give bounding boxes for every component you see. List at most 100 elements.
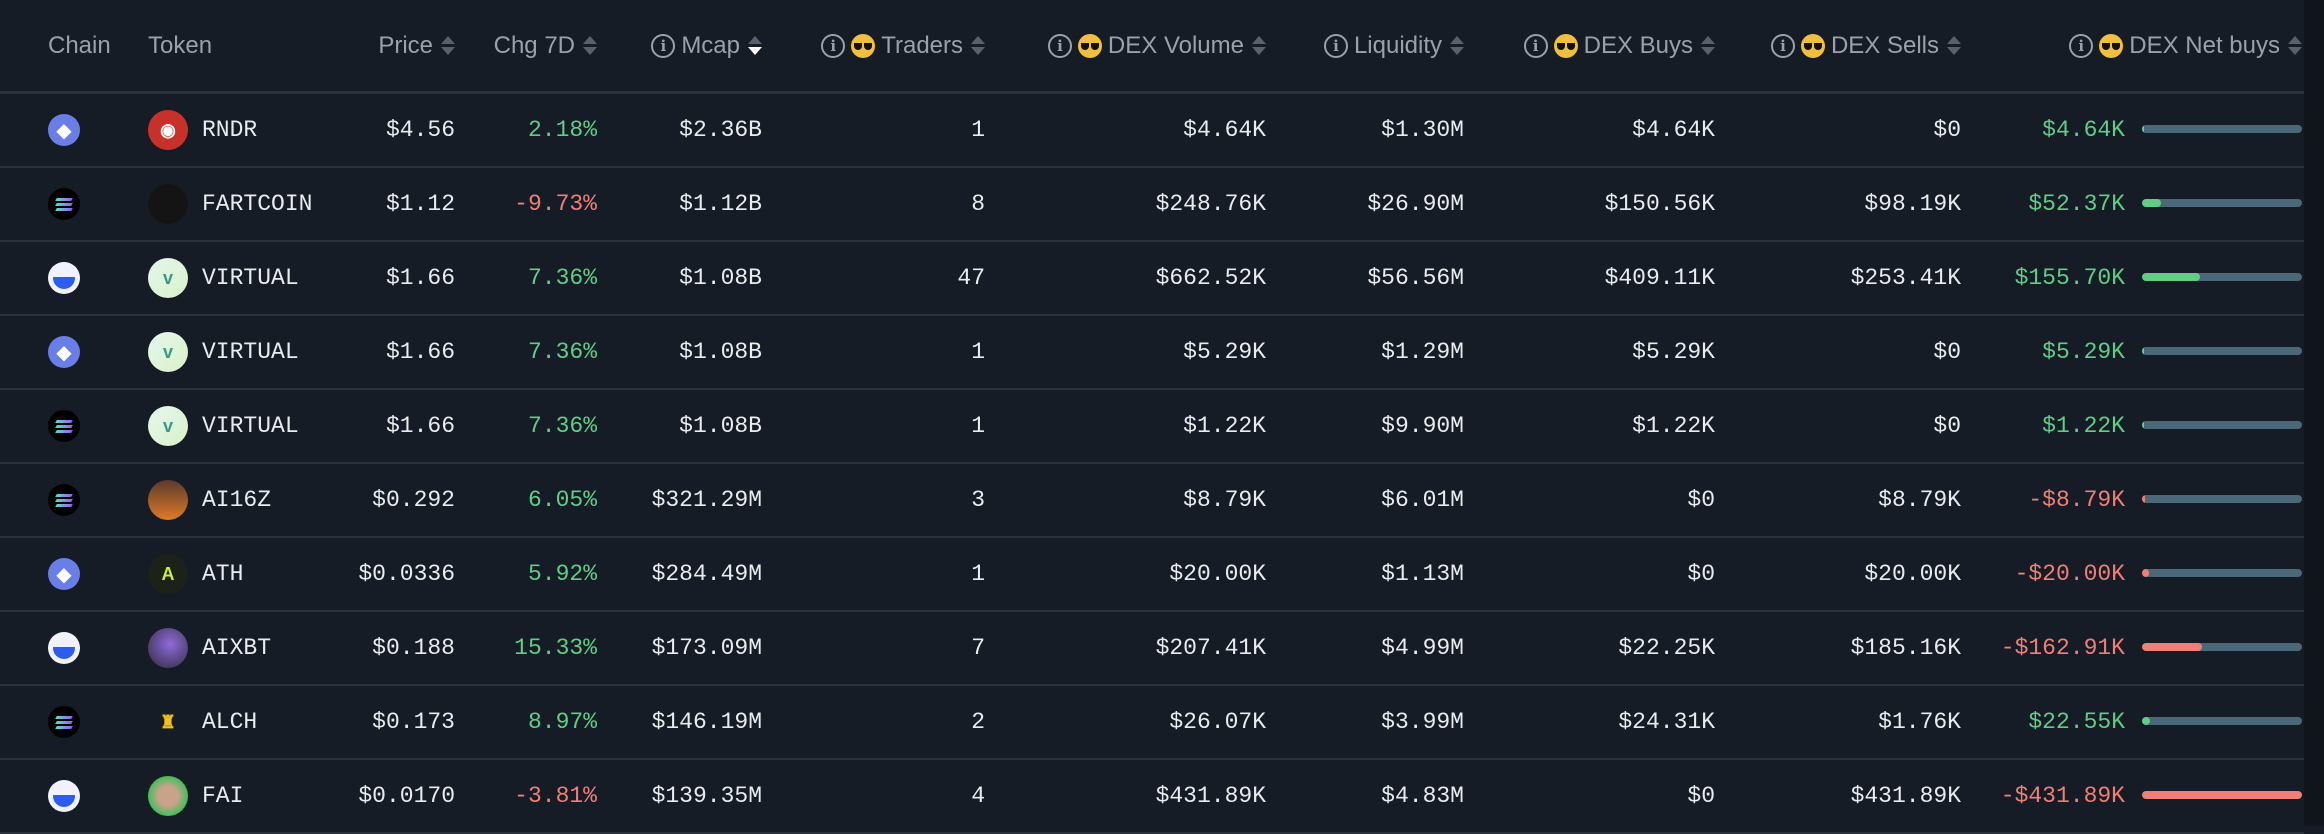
- mcap-value: $284.49M: [651, 561, 762, 587]
- net-buys-bar-fill: [2142, 273, 2200, 281]
- info-icon[interactable]: i: [821, 33, 846, 58]
- token-name[interactable]: AI16Z: [202, 487, 272, 513]
- sort-desc-active-icon[interactable]: [748, 36, 762, 55]
- token-logo-icon: [148, 628, 188, 668]
- sort-icon[interactable]: [1947, 36, 1961, 55]
- dex-sells-cell: $431.89K: [1851, 760, 1961, 832]
- token-cell[interactable]: v VIRTUAL: [148, 242, 299, 314]
- sort-icon[interactable]: [441, 36, 455, 55]
- token-logo-icon: [148, 184, 188, 224]
- column-header-dex-net-buys[interactable]: i DEX Net buys: [2069, 0, 2302, 91]
- token-name[interactable]: FARTCOIN: [202, 191, 313, 217]
- token-cell[interactable]: v VIRTUAL: [148, 316, 299, 388]
- sort-icon[interactable]: [971, 36, 985, 55]
- net-buys-bar-fill: [2142, 199, 2162, 207]
- info-icon[interactable]: i: [2069, 33, 2094, 58]
- traders-cell: 1: [971, 390, 985, 462]
- net-buys-bar-fill: [2142, 791, 2302, 799]
- token-name[interactable]: VIRTUAL: [202, 413, 299, 439]
- chain-cell: ◆: [48, 94, 80, 166]
- mcap-value: $146.19M: [651, 709, 762, 735]
- chg7d-value: 8.97%: [527, 709, 597, 735]
- token-cell[interactable]: FARTCOIN: [148, 168, 312, 240]
- ethereum-chain-icon: ◆: [48, 114, 80, 146]
- table-row[interactable]: AI16Z $0.292 6.05% $321.29M 3 $8.79K $6.01M $0 $…: [0, 464, 2304, 538]
- table-row[interactable]: FARTCOIN $1.12 -9.73% $1.12B 8 $248.76K $26.90…: [0, 168, 2304, 242]
- token-cell[interactable]: ♜ ALCH: [148, 686, 257, 758]
- token-cell[interactable]: A ATH: [148, 538, 243, 610]
- table-row[interactable]: v VIRTUAL $1.66 7.36% $1.08B 1 $1.22K $9.90M $1.…: [0, 390, 2304, 464]
- column-header-price[interactable]: Price: [378, 0, 455, 91]
- mcap-value: $1.08B: [679, 265, 762, 291]
- sort-icon[interactable]: [1701, 36, 1715, 55]
- info-icon[interactable]: i: [1323, 33, 1348, 58]
- token-name[interactable]: ALCH: [202, 709, 258, 735]
- info-icon[interactable]: i: [651, 33, 676, 58]
- column-header-dex-buys[interactable]: i DEX Buys: [1523, 0, 1715, 91]
- info-icon[interactable]: i: [1047, 33, 1072, 58]
- column-header-dex-sells[interactable]: i DEX Sells: [1770, 0, 1961, 91]
- dex-sells-cell: $0: [1933, 316, 1961, 388]
- net-buys-value: $155.70K: [2014, 265, 2125, 291]
- dex-volume-value: $662.52K: [1155, 265, 1266, 291]
- net-buys-cell: $155.70K: [2015, 242, 2125, 314]
- dex-net-buys-label: DEX Net buys: [2129, 31, 2280, 59]
- solana-chain-icon: [48, 410, 80, 442]
- dex-volume-value: $431.89K: [1155, 783, 1266, 809]
- sort-icon[interactable]: [1252, 36, 1266, 55]
- table-row[interactable]: AIXBT $0.188 15.33% $173.09M 7 $207.41K $4.99M…: [0, 612, 2304, 686]
- column-header-mcap[interactable]: i Mcap: [651, 0, 762, 91]
- token-name[interactable]: AIXBT: [202, 635, 272, 661]
- chg7d-cell: 7.36%: [528, 390, 597, 462]
- token-cell[interactable]: ◉ RNDR: [148, 94, 257, 166]
- column-header-liquidity[interactable]: i Liquidity: [1323, 0, 1464, 91]
- net-buys-cell: $5.29K: [2042, 316, 2125, 388]
- dex-sells-value: $0: [1933, 413, 1961, 439]
- column-header-traders[interactable]: i Traders: [821, 0, 985, 91]
- table-row[interactable]: ◆ ◉ RNDR $4.56 2.18% $2.36B 1 $4.64K $1.30M $4.64…: [0, 94, 2304, 168]
- token-cell[interactable]: AIXBT: [148, 612, 271, 684]
- table-row[interactable]: v VIRTUAL $1.66 7.36% $1.08B 47 $662.52K $56.56…: [0, 242, 2304, 316]
- net-buys-cell: $1.22K: [2042, 390, 2125, 462]
- info-icon[interactable]: i: [1770, 33, 1795, 58]
- sort-icon[interactable]: [583, 36, 597, 55]
- token-cell[interactable]: v VIRTUAL: [148, 390, 299, 462]
- liquidity-value: $6.01M: [1381, 487, 1464, 513]
- dex-volume-value: $207.41K: [1155, 635, 1266, 661]
- chain-cell: [48, 686, 80, 758]
- token-cell[interactable]: AI16Z: [148, 464, 271, 536]
- traders-cell: 47: [957, 242, 985, 314]
- table-row[interactable]: ♜ ALCH $0.173 8.97% $146.19M 2 $26.07K $3.99M $2…: [0, 686, 2304, 760]
- mcap-cell: $1.08B: [679, 390, 762, 462]
- token-name[interactable]: VIRTUAL: [202, 265, 299, 291]
- net-buys-bar-fill: [2142, 347, 2145, 355]
- token-name[interactable]: RNDR: [202, 117, 258, 143]
- token-name[interactable]: ATH: [202, 561, 244, 587]
- table-row[interactable]: FAI $0.0170 -3.81% $139.35M 4 $431.89K $4.83M $…: [0, 760, 2304, 834]
- price-value: $0.0336: [358, 561, 455, 587]
- price-cell: $0.292: [372, 464, 455, 536]
- table-row[interactable]: ◆ A ATH $0.0336 5.92% $284.49M 1 $20.00K $1.13M $…: [0, 538, 2304, 612]
- chg7d-value: 6.05%: [527, 487, 597, 513]
- net-buys-value: $52.37K: [2028, 191, 2125, 217]
- info-icon[interactable]: i: [1523, 33, 1548, 58]
- scrollbar[interactable]: [2304, 0, 2324, 826]
- token-name[interactable]: FAI: [202, 783, 244, 809]
- token-logo-icon: A: [148, 554, 188, 594]
- price-cell: $1.66: [386, 242, 455, 314]
- sort-icon[interactable]: [1450, 36, 1464, 55]
- token-name[interactable]: VIRTUAL: [202, 339, 299, 365]
- traders-value: 4: [971, 783, 985, 809]
- column-header-chg7d[interactable]: Chg 7D: [494, 0, 597, 91]
- chain-cell: [48, 464, 80, 536]
- sort-icon[interactable]: [2288, 36, 2302, 55]
- chg7d-cell: 7.36%: [528, 316, 597, 388]
- column-header-dex-volume[interactable]: i DEX Volume: [1047, 0, 1266, 91]
- liquidity-cell: $3.99M: [1381, 686, 1464, 758]
- token-cell[interactable]: FAI: [148, 760, 243, 832]
- traders-cell: 1: [971, 316, 985, 388]
- mcap-cell: $1.12B: [679, 168, 762, 240]
- traders-value: 1: [971, 117, 985, 143]
- table-row[interactable]: ◆ v VIRTUAL $1.66 7.36% $1.08B 1 $5.29K $1.29M $5…: [0, 316, 2304, 390]
